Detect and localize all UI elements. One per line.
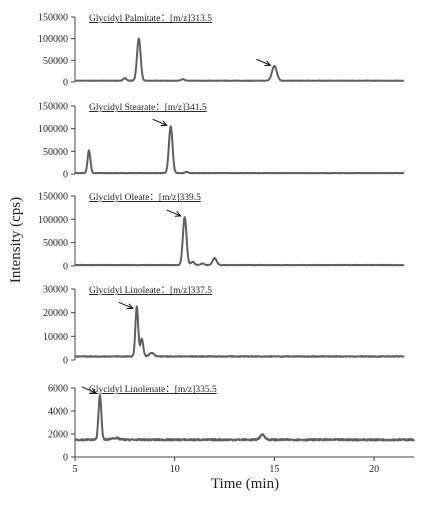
y-tick-label: 0 bbox=[63, 262, 68, 273]
y-tick-label: 0 bbox=[63, 453, 68, 464]
peak-arrow-head bbox=[174, 211, 182, 217]
y-tick-label: 150000 bbox=[38, 192, 68, 203]
x-tick-label: 20 bbox=[369, 464, 379, 475]
peak-arrow-head bbox=[126, 303, 134, 310]
y-tick-label: 50000 bbox=[43, 238, 68, 249]
y-axis-title: Intensity (cps) bbox=[8, 197, 24, 283]
chromatogram-panel: 0 50000 100000 150000 Glycidyl Oleate：[m/z]3… bbox=[38, 192, 405, 273]
x-tick-label: 5 bbox=[73, 464, 78, 475]
y-tick-label: 100000 bbox=[38, 124, 68, 135]
y-tick-label: 100000 bbox=[38, 215, 68, 226]
y-tick-label: 0 bbox=[63, 170, 68, 181]
y-tick-label: 20000 bbox=[43, 308, 68, 319]
chromatogram-trace bbox=[74, 37, 405, 82]
y-tick-label: 0 bbox=[63, 78, 68, 89]
y-tick-label: 150000 bbox=[38, 102, 68, 113]
chromatogram-panel: 0 50000 100000 150000 Glycidyl Palmitate：[m/… bbox=[38, 13, 405, 89]
peak-arrow-head bbox=[264, 60, 272, 67]
y-tick-label: 10000 bbox=[43, 332, 68, 343]
y-tick-label: 100000 bbox=[38, 34, 68, 45]
panel-title: Glycidyl Oleate：[m/z]339.5 bbox=[89, 193, 201, 203]
chromatogram-panel: 0 50000 100000 150000 Glycidyl Stearate：[m/z… bbox=[38, 102, 405, 181]
chromatogram-trace bbox=[74, 125, 405, 175]
y-tick-label: 50000 bbox=[43, 56, 68, 67]
y-tick-label: 150000 bbox=[38, 13, 68, 24]
x-tick-label: 15 bbox=[269, 464, 279, 475]
peak-arrow bbox=[81, 386, 97, 394]
chromatogram-trace bbox=[74, 305, 405, 358]
peak-arrow-head bbox=[160, 120, 168, 127]
peak-arrow bbox=[152, 118, 167, 126]
panel-title: Glycidyl Linoleate：[m/z]337.5 bbox=[89, 286, 212, 296]
chromatogram-panel: 0 2000 4000 6000 5 10 15 20 Glycidyl Linolenate：… bbox=[48, 384, 415, 475]
chromatogram-trace bbox=[74, 394, 415, 442]
panel-title: Glycidyl Palmitate：[m/z]313.5 bbox=[89, 14, 212, 24]
peak-arrow bbox=[118, 301, 134, 309]
peak-arrow-head bbox=[89, 388, 97, 394]
y-tick-label: 0 bbox=[63, 356, 68, 367]
chromatogram-panel: 0 10000 20000 30000 Glycidyl Linoleate：[m/z]… bbox=[43, 285, 405, 367]
y-tick-label: 50000 bbox=[43, 147, 68, 158]
chromatogram-trace bbox=[74, 216, 405, 267]
y-tick-label: 30000 bbox=[43, 285, 68, 296]
x-axis-title: Time (min) bbox=[211, 476, 279, 492]
peak-arrow bbox=[256, 58, 271, 66]
panel-title: Glycidyl Stearate：[m/z]341.5 bbox=[89, 103, 207, 113]
peak-arrow bbox=[166, 209, 181, 217]
y-tick-label: 2000 bbox=[48, 430, 68, 441]
y-tick-label: 4000 bbox=[48, 407, 68, 418]
panel-title: Glycidyl Linolenate：[m/z]335.5 bbox=[89, 385, 217, 395]
y-tick-label: 6000 bbox=[48, 384, 68, 395]
x-tick-label: 10 bbox=[170, 464, 180, 475]
